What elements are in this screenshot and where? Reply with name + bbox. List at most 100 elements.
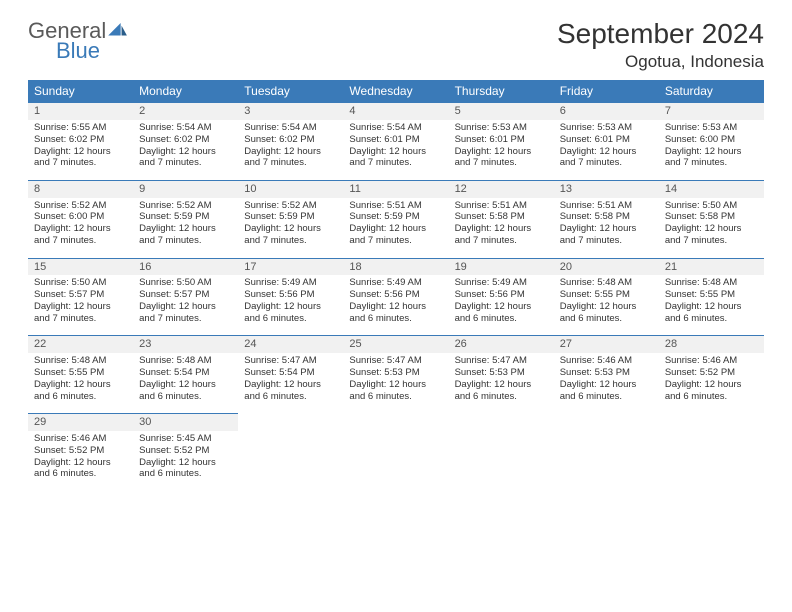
sunset-label: Sunset:	[139, 289, 171, 300]
sunrise-label: Sunrise:	[560, 355, 595, 366]
day-number-strip: 28	[659, 335, 764, 353]
sunrise-value: 5:47 AM	[282, 355, 317, 366]
day-body: Sunrise: 5:46 AMSunset: 5:52 PMDaylight:…	[659, 353, 764, 413]
day-header-friday: Friday	[554, 80, 659, 102]
day-body: Sunrise: 5:52 AMSunset: 5:59 PMDaylight:…	[238, 198, 343, 258]
calendar-cell: 28Sunrise: 5:46 AMSunset: 5:52 PMDayligh…	[659, 335, 764, 413]
sunset-label: Sunset:	[139, 445, 171, 456]
day-number-strip: 14	[659, 180, 764, 198]
sunrise-value: 5:52 AM	[72, 200, 107, 211]
daylight-label: Daylight:	[349, 301, 386, 312]
sunset-line: Sunset: 5:55 PM	[665, 289, 758, 301]
sunrise-value: 5:46 AM	[597, 355, 632, 366]
sunrise-line: Sunrise: 5:49 AM	[244, 277, 337, 289]
sunrise-line: Sunrise: 5:51 AM	[455, 200, 548, 212]
calendar-cell: 11Sunrise: 5:51 AMSunset: 5:59 PMDayligh…	[343, 180, 448, 258]
daylight-line: Daylight: 12 hours and 7 minutes.	[139, 223, 232, 247]
daylight-label: Daylight:	[34, 146, 71, 157]
sunrise-value: 5:51 AM	[387, 200, 422, 211]
daylight-line: Daylight: 12 hours and 7 minutes.	[560, 223, 653, 247]
day-number-strip: 2	[133, 102, 238, 120]
daylight-label: Daylight:	[665, 146, 702, 157]
sunrise-line: Sunrise: 5:45 AM	[139, 433, 232, 445]
daylight-label: Daylight:	[560, 223, 597, 234]
sunset-label: Sunset:	[34, 211, 66, 222]
sunrise-label: Sunrise:	[560, 122, 595, 133]
sunset-label: Sunset:	[560, 289, 592, 300]
day-number-strip: 17	[238, 258, 343, 276]
sunrise-line: Sunrise: 5:46 AM	[560, 355, 653, 367]
sunset-line: Sunset: 5:55 PM	[560, 289, 653, 301]
daylight-label: Daylight:	[244, 223, 281, 234]
sunset-line: Sunset: 6:02 PM	[139, 134, 232, 146]
sunset-label: Sunset:	[560, 134, 592, 145]
day-body: Sunrise: 5:47 AMSunset: 5:54 PMDaylight:…	[238, 353, 343, 413]
sunrise-line: Sunrise: 5:47 AM	[349, 355, 442, 367]
daylight-label: Daylight:	[244, 146, 281, 157]
day-number-strip: 1	[28, 102, 133, 120]
day-header-row: Sunday Monday Tuesday Wednesday Thursday…	[28, 80, 764, 102]
calendar-cell: 16Sunrise: 5:50 AMSunset: 5:57 PMDayligh…	[133, 258, 238, 336]
sunrise-value: 5:55 AM	[72, 122, 107, 133]
sunset-value: 5:59 PM	[384, 211, 419, 222]
calendar-cell: 3Sunrise: 5:54 AMSunset: 6:02 PMDaylight…	[238, 102, 343, 180]
sunset-label: Sunset:	[34, 367, 66, 378]
daylight-line: Daylight: 12 hours and 6 minutes.	[455, 301, 548, 325]
sunset-value: 6:01 PM	[595, 134, 630, 145]
sunset-line: Sunset: 6:02 PM	[244, 134, 337, 146]
day-body: Sunrise: 5:50 AMSunset: 5:57 PMDaylight:…	[133, 275, 238, 335]
sunrise-line: Sunrise: 5:49 AM	[455, 277, 548, 289]
day-body: Sunrise: 5:48 AMSunset: 5:54 PMDaylight:…	[133, 353, 238, 413]
day-body: Sunrise: 5:49 AMSunset: 5:56 PMDaylight:…	[238, 275, 343, 335]
sunset-value: 5:59 PM	[279, 211, 314, 222]
sunset-label: Sunset:	[455, 134, 487, 145]
day-number-strip: 5	[449, 102, 554, 120]
daylight-line: Daylight: 12 hours and 7 minutes.	[560, 146, 653, 170]
day-body: Sunrise: 5:46 AMSunset: 5:52 PMDaylight:…	[28, 431, 133, 491]
sunrise-line: Sunrise: 5:52 AM	[34, 200, 127, 212]
calendar-cell: 14Sunrise: 5:50 AMSunset: 5:58 PMDayligh…	[659, 180, 764, 258]
sunset-value: 6:00 PM	[700, 134, 735, 145]
calendar-cell: 6Sunrise: 5:53 AMSunset: 6:01 PMDaylight…	[554, 102, 659, 180]
day-header-saturday: Saturday	[659, 80, 764, 102]
daylight-line: Daylight: 12 hours and 7 minutes.	[665, 223, 758, 247]
calendar-cell: 19Sunrise: 5:49 AMSunset: 5:56 PMDayligh…	[449, 258, 554, 336]
daylight-line: Daylight: 12 hours and 7 minutes.	[244, 223, 337, 247]
day-number-strip: 20	[554, 258, 659, 276]
calendar-cell: 9Sunrise: 5:52 AMSunset: 5:59 PMDaylight…	[133, 180, 238, 258]
day-body: Sunrise: 5:48 AMSunset: 5:55 PMDaylight:…	[554, 275, 659, 335]
sunrise-label: Sunrise:	[665, 122, 700, 133]
sunrise-label: Sunrise:	[139, 355, 174, 366]
calendar-cell: 24Sunrise: 5:47 AMSunset: 5:54 PMDayligh…	[238, 335, 343, 413]
sunrise-value: 5:45 AM	[177, 433, 212, 444]
calendar-cell: 15Sunrise: 5:50 AMSunset: 5:57 PMDayligh…	[28, 258, 133, 336]
sunrise-line: Sunrise: 5:54 AM	[244, 122, 337, 134]
daylight-label: Daylight:	[34, 379, 71, 390]
sunset-value: 5:55 PM	[595, 289, 630, 300]
sunset-line: Sunset: 6:00 PM	[665, 134, 758, 146]
sunset-label: Sunset:	[139, 367, 171, 378]
daylight-line: Daylight: 12 hours and 6 minutes.	[349, 301, 442, 325]
day-body: Sunrise: 5:46 AMSunset: 5:53 PMDaylight:…	[554, 353, 659, 413]
calendar-week-row: 22Sunrise: 5:48 AMSunset: 5:55 PMDayligh…	[28, 335, 764, 413]
day-body: Sunrise: 5:47 AMSunset: 5:53 PMDaylight:…	[449, 353, 554, 413]
sunset-value: 5:58 PM	[489, 211, 524, 222]
calendar-week-row: 8Sunrise: 5:52 AMSunset: 6:00 PMDaylight…	[28, 180, 764, 258]
day-number-strip: 9	[133, 180, 238, 198]
calendar-cell: 10Sunrise: 5:52 AMSunset: 5:59 PMDayligh…	[238, 180, 343, 258]
day-number-strip: 8	[28, 180, 133, 198]
sunset-line: Sunset: 5:52 PM	[139, 445, 232, 457]
sunrise-line: Sunrise: 5:48 AM	[34, 355, 127, 367]
calendar-cell: 7Sunrise: 5:53 AMSunset: 6:00 PMDaylight…	[659, 102, 764, 180]
day-number-strip: 12	[449, 180, 554, 198]
sunrise-label: Sunrise:	[34, 355, 69, 366]
day-body: Sunrise: 5:52 AMSunset: 5:59 PMDaylight:…	[133, 198, 238, 258]
calendar-table: Sunday Monday Tuesday Wednesday Thursday…	[28, 80, 764, 491]
day-header-tuesday: Tuesday	[238, 80, 343, 102]
sunset-value: 5:52 PM	[69, 445, 104, 456]
day-number-strip: 10	[238, 180, 343, 198]
sunrise-label: Sunrise:	[455, 277, 490, 288]
daylight-label: Daylight:	[560, 146, 597, 157]
sunrise-label: Sunrise:	[455, 200, 490, 211]
sunrise-label: Sunrise:	[34, 122, 69, 133]
